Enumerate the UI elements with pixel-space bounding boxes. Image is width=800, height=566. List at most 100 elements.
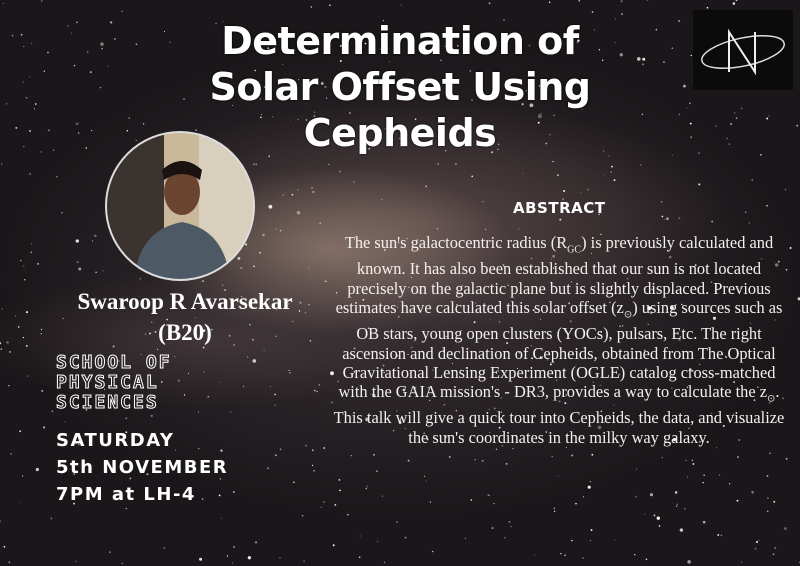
star (684, 507, 686, 510)
star (423, 475, 426, 477)
star (601, 59, 604, 61)
star (195, 129, 197, 131)
star (639, 164, 642, 166)
star (444, 45, 446, 47)
star (407, 459, 410, 462)
star (437, 163, 439, 165)
star (464, 40, 466, 42)
star (660, 268, 662, 270)
star (667, 393, 669, 395)
event-day: SATURDAY (56, 430, 175, 451)
star (247, 556, 252, 560)
star (445, 335, 447, 337)
star (460, 369, 462, 371)
star (553, 114, 556, 117)
star (774, 319, 776, 321)
title-line: Solar Offset Using (209, 65, 591, 109)
star (388, 61, 390, 63)
star (681, 303, 683, 306)
star (221, 517, 223, 519)
star (162, 433, 164, 435)
star (434, 437, 436, 439)
star (757, 386, 759, 389)
star (9, 351, 11, 353)
star (3, 545, 6, 548)
star (104, 388, 106, 390)
star (81, 296, 83, 298)
star (349, 112, 351, 114)
star (107, 65, 109, 67)
star (15, 126, 18, 129)
star (305, 119, 308, 121)
star (10, 453, 12, 455)
star (491, 527, 494, 530)
star (720, 534, 723, 537)
star (648, 241, 651, 244)
star (357, 311, 359, 313)
star (0, 342, 2, 345)
star (33, 108, 36, 110)
star (312, 190, 315, 194)
star (313, 470, 315, 472)
star (348, 73, 350, 75)
star (505, 462, 508, 465)
star (690, 136, 693, 139)
star (25, 344, 28, 347)
star (30, 42, 33, 45)
star (289, 371, 291, 374)
star (103, 381, 105, 383)
star (231, 562, 234, 564)
star (279, 557, 281, 559)
star (373, 454, 375, 456)
star (246, 356, 249, 358)
star (37, 262, 40, 265)
star (521, 103, 524, 106)
star (194, 317, 197, 319)
star (370, 393, 372, 395)
star (676, 503, 678, 505)
star (691, 459, 694, 462)
star (263, 350, 265, 352)
star (282, 63, 284, 66)
star (690, 54, 692, 57)
star (529, 103, 534, 108)
star (398, 137, 401, 140)
star (728, 143, 730, 145)
star (630, 271, 632, 273)
star (445, 150, 447, 152)
star (699, 440, 701, 443)
star (413, 142, 415, 145)
star (560, 553, 562, 555)
star (353, 347, 356, 350)
star (634, 554, 636, 556)
star (600, 233, 602, 235)
star (611, 165, 613, 168)
star (488, 2, 491, 5)
speaker-name: Swaroop R Avarsekar (77, 289, 293, 314)
star (73, 473, 76, 476)
star (135, 43, 138, 46)
title-line: Determination of (221, 19, 579, 63)
star (474, 302, 477, 304)
star (783, 527, 787, 531)
star (689, 122, 692, 125)
star (384, 127, 386, 129)
star (23, 45, 25, 47)
star (149, 332, 151, 335)
star (121, 10, 123, 13)
star (766, 117, 769, 120)
star (328, 163, 330, 165)
star (706, 6, 709, 9)
star (546, 359, 549, 361)
star (561, 414, 563, 416)
title: Determination of Solar Offset Using Ceph… (100, 18, 700, 156)
star (263, 86, 266, 88)
star (442, 350, 444, 352)
star (29, 130, 31, 132)
star (614, 41, 616, 44)
star (782, 397, 784, 399)
star (99, 86, 102, 89)
star (593, 29, 596, 31)
star (698, 183, 701, 186)
star (678, 217, 681, 220)
